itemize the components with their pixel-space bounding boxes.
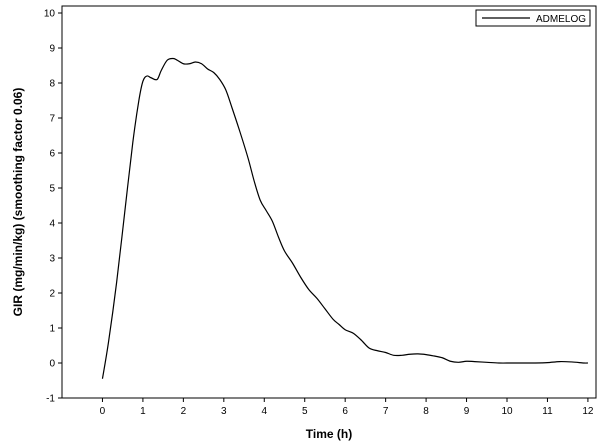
- y-tick-label: 4: [49, 219, 55, 230]
- x-axis-title: Time (h): [306, 427, 352, 441]
- x-tick-label: 10: [501, 406, 513, 417]
- x-tick-label: 2: [181, 406, 187, 417]
- x-tick-label: 3: [221, 406, 227, 417]
- y-axis: -1 0 1 2 3 4 5 6 7 8 9 10: [44, 9, 62, 405]
- legend-label: ADMELOG: [536, 14, 586, 25]
- y-tick-label: 6: [49, 149, 55, 160]
- x-tick-label: 5: [302, 406, 308, 417]
- x-axis: 0 1 2 3 4 5 6 7 8 9 10 11 12: [100, 398, 594, 417]
- x-tick-label: 12: [582, 406, 594, 417]
- y-axis-title: GIR (mg/min/kg) (smoothing factor 0.06): [11, 88, 25, 317]
- x-tick-label: 7: [383, 406, 389, 417]
- x-tick-label: 9: [464, 406, 470, 417]
- x-tick-label: 4: [261, 406, 267, 417]
- y-tick-label: 9: [49, 44, 55, 55]
- x-tick-label: 1: [140, 406, 146, 417]
- y-tick-label: 3: [49, 254, 55, 265]
- y-tick-label: 0: [49, 359, 55, 370]
- y-tick-label: 5: [49, 184, 55, 195]
- y-tick-label: 7: [49, 114, 55, 125]
- x-tick-label: 0: [100, 406, 106, 417]
- y-tick-label: 2: [49, 289, 55, 300]
- y-tick-label: -1: [46, 394, 55, 405]
- series-layer: [101, 57, 588, 379]
- x-tick-label: 11: [542, 406, 553, 417]
- plot-frame: [61, 5, 597, 399]
- y-tick-label: 1: [49, 324, 55, 335]
- x-tick-label: 6: [342, 406, 348, 417]
- legend: ADMELOG: [475, 9, 591, 27]
- y-tick-label: 10: [44, 9, 56, 20]
- y-tick-label: 8: [49, 79, 55, 90]
- legend-box: [475, 9, 591, 27]
- series-line-admelog: [101, 57, 588, 379]
- x-tick-label: 8: [423, 406, 429, 417]
